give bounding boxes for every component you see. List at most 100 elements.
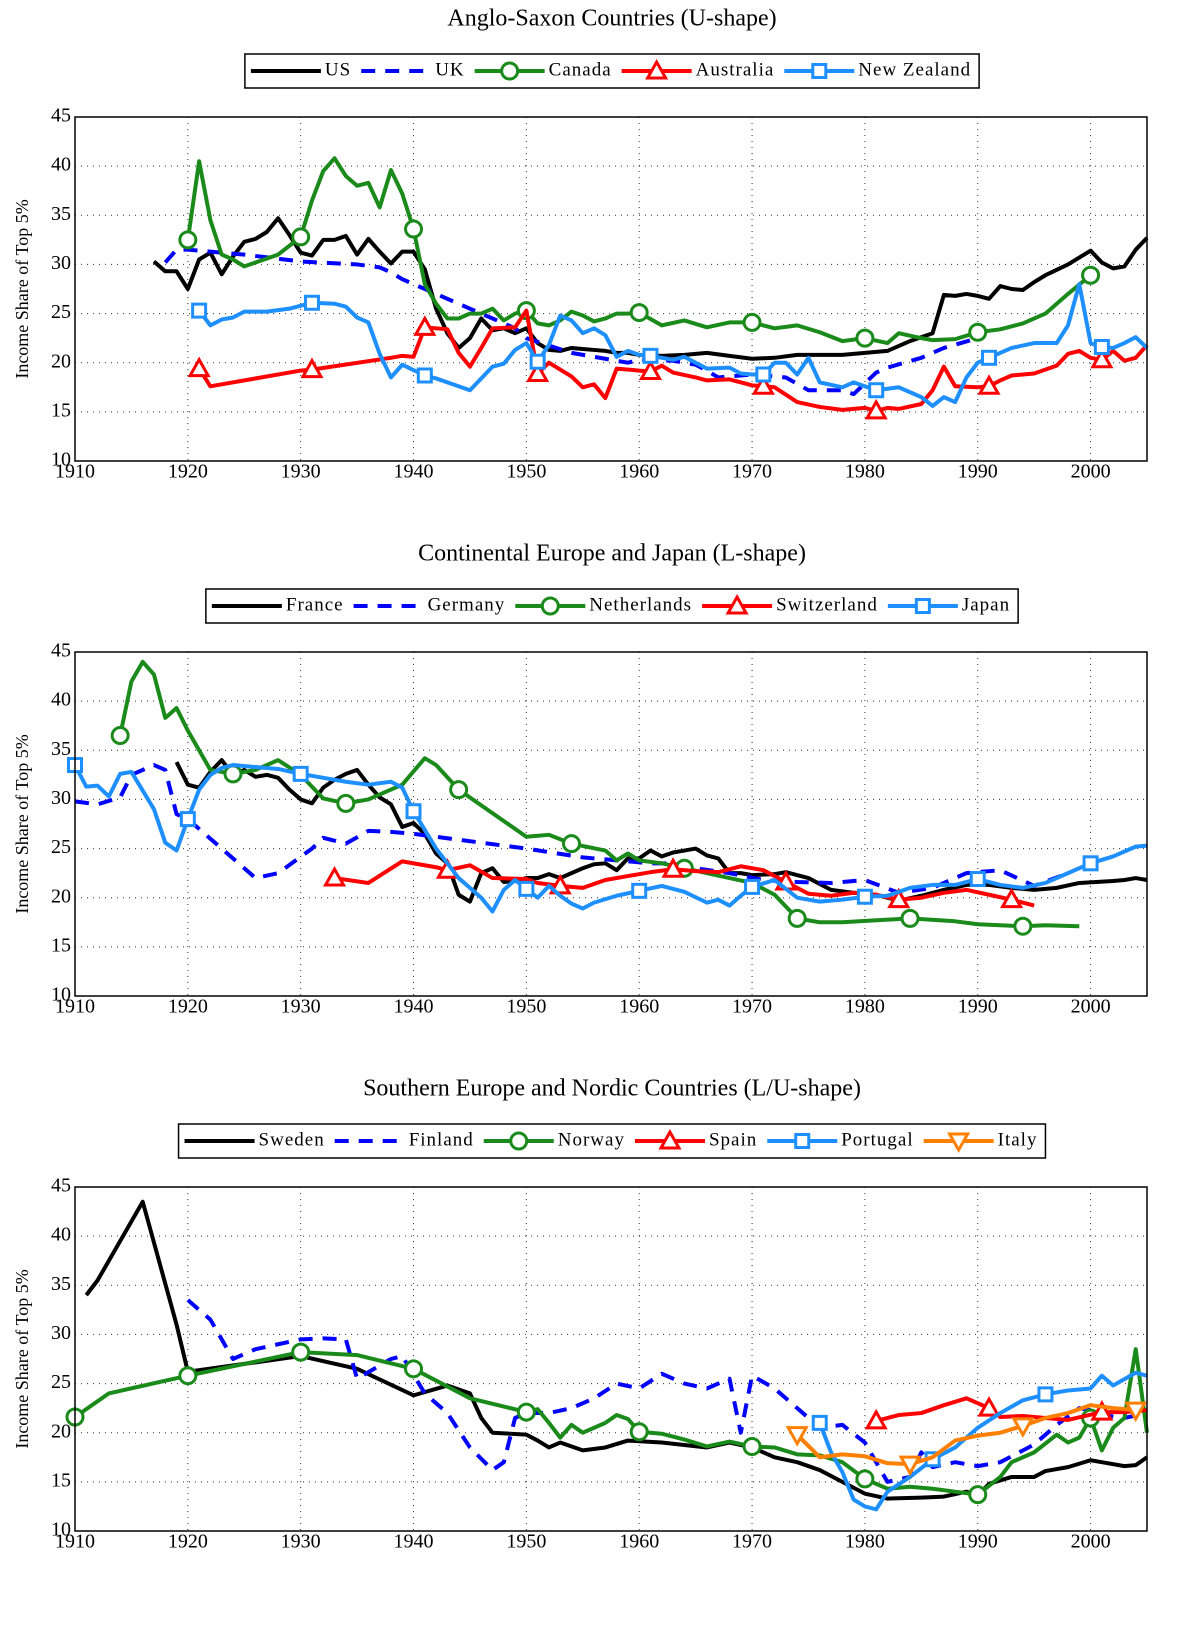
x-tick-label: 1930 <box>281 1531 321 1553</box>
x-tick-label: 1990 <box>958 461 998 483</box>
marker <box>629 303 649 323</box>
marker <box>785 1426 809 1447</box>
marker <box>178 230 198 250</box>
marker <box>631 882 648 899</box>
legend-label: Netherlands <box>589 594 692 615</box>
marker <box>751 374 775 395</box>
marker <box>518 880 535 897</box>
marker <box>526 361 550 383</box>
plot-frame <box>74 651 1148 997</box>
x-tick-label: 1980 <box>845 1531 885 1553</box>
legend-label: Finland <box>409 1129 474 1150</box>
y-tick-label: 30 <box>51 252 71 274</box>
y-tick-label: 35 <box>51 738 71 760</box>
marker <box>856 888 873 905</box>
marker <box>1081 265 1101 285</box>
marker <box>179 811 196 828</box>
x-tick-label: 1980 <box>845 461 885 483</box>
legend-label: UK <box>435 59 464 80</box>
marker <box>642 347 659 364</box>
legend-label: New Zealand <box>858 59 971 80</box>
y-tick-label: 45 <box>51 640 71 662</box>
y-tick-label: 25 <box>51 836 71 858</box>
marker <box>540 596 560 616</box>
marker <box>1093 338 1110 355</box>
y-axis-label: Income Share of Top 5% <box>12 734 32 913</box>
marker <box>787 908 807 928</box>
legend-label: Italy <box>998 1129 1038 1150</box>
y-tick-label: 25 <box>51 1371 71 1393</box>
panel: Anglo-Saxon Countries (U-shape) Income Sh… <box>12 6 1149 483</box>
y-tick-label: 35 <box>51 1273 71 1295</box>
plot-frame <box>74 1186 1148 1532</box>
panel: Continental Europe and Japan (L-shape) In… <box>12 541 1148 1018</box>
legend-label: US <box>325 59 351 80</box>
x-tick-label: 1990 <box>958 996 998 1018</box>
x-tick-label: 1990 <box>958 1531 998 1553</box>
y-tick-label: 10 <box>51 984 71 1006</box>
legend-box <box>205 588 1019 624</box>
y-tick-label: 45 <box>51 105 71 127</box>
marker <box>1124 1401 1148 1423</box>
legend-box <box>244 53 980 89</box>
marker <box>336 793 356 813</box>
x-tick-label: 2000 <box>1071 461 1111 483</box>
marker <box>449 780 469 800</box>
marker <box>864 1408 888 1430</box>
x-tick-label: 1960 <box>619 996 659 1018</box>
x-tick-label: 1940 <box>394 996 434 1018</box>
marker <box>977 374 1001 395</box>
marker <box>794 1133 811 1149</box>
marker <box>947 1132 971 1154</box>
marker <box>811 1414 828 1431</box>
x-tick-label: 1910 <box>55 996 95 1018</box>
legend-label: France <box>286 594 344 615</box>
marker <box>968 1485 988 1505</box>
marker <box>1090 347 1114 369</box>
marker <box>811 63 828 79</box>
y-axis-label: Income Share of Top 5% <box>12 199 32 378</box>
marker <box>661 857 685 878</box>
y-tick-label: 30 <box>51 1322 71 1344</box>
marker <box>548 873 572 895</box>
series-line <box>163 247 979 397</box>
marker <box>187 356 211 378</box>
chart-title: Continental Europe and Japan (L-shape) <box>418 541 806 567</box>
x-tick-label: 1970 <box>732 1531 772 1553</box>
x-tick-label: 1930 <box>281 461 321 483</box>
marker <box>725 593 749 615</box>
marker <box>1082 855 1099 872</box>
x-tick-label: 1920 <box>168 1531 208 1553</box>
marker <box>981 349 998 366</box>
x-tick-label: 1950 <box>506 461 546 483</box>
marker <box>303 294 320 311</box>
marker <box>405 803 422 820</box>
plot-area <box>67 659 1148 936</box>
x-tick-label: 1910 <box>55 461 95 483</box>
x-tick-label: 1940 <box>394 1531 434 1553</box>
legend-label: Norway <box>558 1129 625 1150</box>
marker <box>191 302 208 319</box>
marker <box>292 765 309 782</box>
legend: Sweden Finland Norway Spain Portugal Italy <box>177 1123 1047 1159</box>
marker <box>755 366 772 383</box>
marker <box>1090 1400 1114 1421</box>
y-tick-label: 20 <box>51 350 71 372</box>
legend: France Germany Netherlands Switzerland Japan <box>205 588 1019 624</box>
marker <box>291 227 311 247</box>
marker <box>322 865 347 887</box>
marker <box>110 726 130 746</box>
marker <box>404 1359 424 1379</box>
series-line <box>197 308 1149 413</box>
x-tick-label: 1930 <box>281 996 321 1018</box>
y-tick-label: 20 <box>51 885 71 907</box>
marker <box>968 322 988 342</box>
legend-label: Australia <box>696 59 775 80</box>
x-tick-label: 1970 <box>732 996 772 1018</box>
y-tick-label: 10 <box>51 449 71 471</box>
legend-label: Germany <box>428 594 506 615</box>
legend-label: Portugal <box>841 1129 913 1150</box>
marker <box>300 357 324 379</box>
marker <box>898 1455 922 1477</box>
